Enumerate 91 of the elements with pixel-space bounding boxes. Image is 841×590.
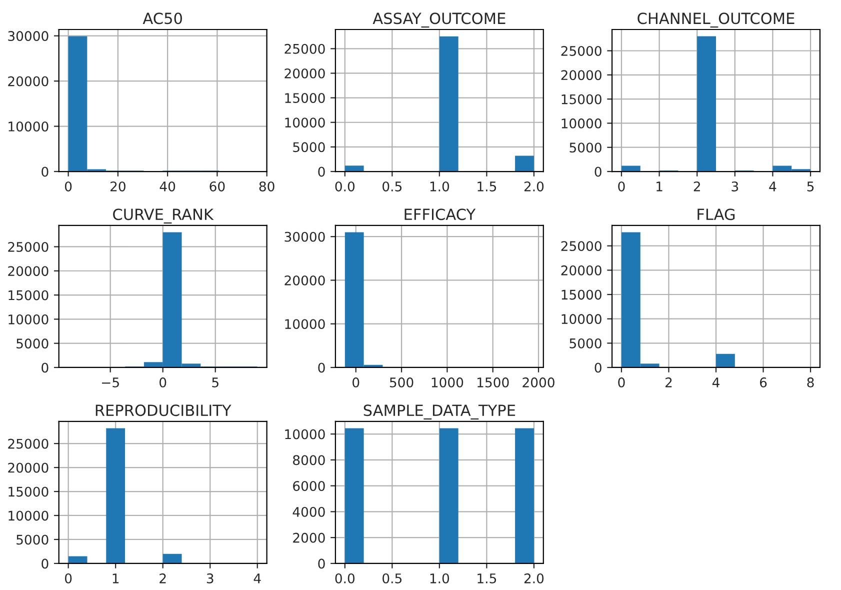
y-tick-label: 6000 (293, 481, 325, 491)
y-tick-label: 2000 (293, 532, 325, 543)
y-tick-label: 0 (318, 166, 325, 177)
y-tick-label: 0 (42, 166, 48, 177)
y-tick-label: 10000 (562, 314, 602, 324)
y-tick-label: 15000 (562, 94, 602, 104)
chart-title: ASSAY_OUTCOME (372, 12, 506, 28)
x-tick-label: 1 (112, 574, 119, 584)
y-tick-label: 0 (318, 558, 325, 569)
y-tick-label: 20000 (8, 266, 48, 276)
y-tick-label: 25000 (8, 438, 48, 449)
y-tick-label: 10000 (8, 510, 48, 521)
y-tick-label: 30000 (8, 31, 48, 42)
x-tick-label: 1500 (478, 377, 509, 388)
x-tick-label: 4 (712, 378, 720, 388)
x-tick-label: 5 (807, 182, 814, 192)
y-tick-label: 0 (594, 362, 602, 373)
x-tick-label: 20 (110, 181, 126, 192)
x-tick-label: 1 (656, 182, 662, 192)
y-tick-label: 25000 (561, 46, 602, 56)
y-tick-label: 0 (42, 558, 48, 569)
y-tick-label: 20000 (8, 462, 48, 473)
chart-title: CHANNEL_OUTCOME (638, 12, 794, 28)
x-tick-label: 5 (212, 378, 218, 388)
y-tick-label: 5000 (16, 534, 48, 545)
y-tick-label: 10000 (8, 314, 48, 324)
x-tick-label: 8 (807, 377, 814, 388)
y-tick-label: 5000 (570, 338, 602, 348)
y-tick-label: 25000 (561, 241, 602, 252)
x-tick-label: 0 (64, 573, 72, 584)
x-tick-label: 1.5 (478, 574, 496, 584)
y-tick-label: 20000 (8, 76, 48, 86)
y-tick-label: 5000 (293, 142, 325, 152)
x-tick-label: 40 (160, 181, 176, 192)
x-tick-label: 4 (769, 182, 776, 192)
y-tick-label: 20000 (561, 265, 602, 276)
y-tick-label: 30000 (284, 232, 325, 242)
x-tick-label: 1.0 (430, 573, 450, 584)
x-tick-label: 0 (64, 181, 72, 192)
y-tick-label: 0 (42, 362, 48, 373)
x-tick-label: 4 (254, 574, 261, 584)
y-tick-label: 4000 (292, 506, 325, 517)
y-tick-label: 15000 (8, 290, 48, 300)
x-tick-label: 60 (210, 181, 225, 192)
x-tick-label: 0 (618, 181, 625, 192)
x-tick-label: 0 (160, 377, 166, 388)
x-tick-label: 0.5 (382, 181, 402, 192)
y-tick-label: 25000 (284, 44, 325, 54)
x-tick-label: 2000 (522, 377, 554, 388)
x-tick-label: 2.0 (524, 573, 544, 584)
y-tick-label: 20000 (284, 68, 325, 78)
x-tick-label: 3 (206, 573, 214, 584)
y-tick-label: 10000 (285, 429, 325, 440)
y-tick-label: 0 (318, 362, 325, 373)
chart-title: FLAG (698, 208, 735, 220)
y-tick-label: 10000 (8, 122, 48, 132)
y-tick-label: 5000 (16, 338, 48, 349)
x-tick-label: 1.5 (478, 182, 496, 192)
x-tick-label: 80 (259, 181, 274, 192)
x-tick-label: 0.0 (335, 181, 355, 192)
y-tick-label: 0 (594, 166, 602, 177)
y-tick-label: 15000 (8, 486, 48, 497)
y-tick-label: 10000 (285, 118, 325, 128)
x-tick-label: 0 (352, 377, 360, 388)
chart-title: EFFICACY (404, 208, 476, 220)
x-tick-label: 2 (666, 377, 672, 388)
y-tick-label: 5000 (570, 142, 602, 153)
y-tick-label: 15000 (562, 290, 602, 300)
chart-title: AC50 (142, 12, 182, 24)
y-tick-label: 10000 (285, 319, 325, 330)
x-tick-label: 0 (618, 377, 625, 388)
x-tick-label: 3 (732, 181, 738, 192)
x-tick-label: 2 (694, 181, 700, 192)
y-tick-label: 20000 (284, 275, 325, 286)
y-tick-label: 8000 (293, 455, 325, 466)
x-tick-label: 2.0 (524, 181, 544, 192)
x-tick-label: 0.0 (335, 573, 355, 584)
chart-title: SAMPLE_DATA_TYPE (364, 404, 516, 420)
y-tick-label: 20000 (561, 70, 602, 80)
chart-title: REPRODUCIBILITY (96, 404, 232, 416)
y-tick-label: 10000 (562, 118, 602, 128)
chart-title: CURVE_RANK (113, 208, 214, 224)
x-tick-label: 0.5 (382, 573, 402, 584)
x-tick-label: 1.0 (430, 181, 450, 192)
x-tick-label: 6 (760, 377, 767, 388)
x-tick-label: 500 (390, 377, 414, 388)
y-tick-label: 15000 (285, 93, 325, 103)
y-tick-label: 25000 (8, 242, 48, 252)
x-tick-label: 1000 (432, 377, 464, 388)
x-tick-label: 2 (160, 573, 166, 584)
x-tick-label: −5 (102, 378, 119, 388)
